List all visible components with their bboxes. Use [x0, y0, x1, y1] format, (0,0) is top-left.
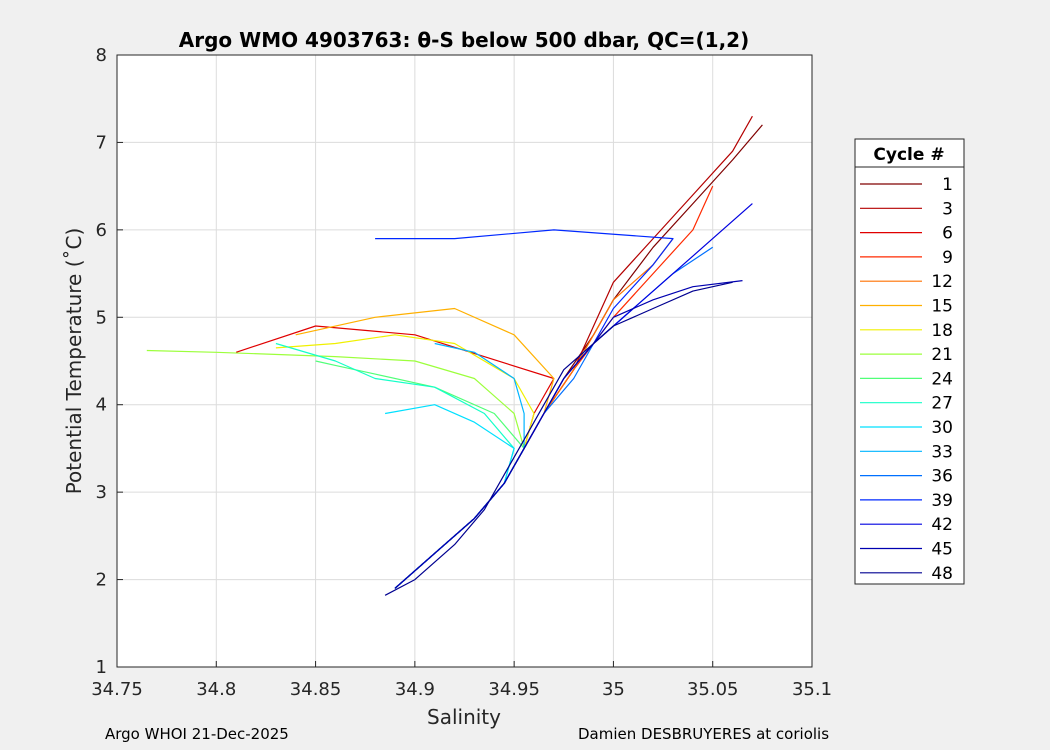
legend-title: Cycle #	[873, 145, 944, 165]
y-tick-label: 2	[96, 570, 107, 591]
grid	[116, 54, 813, 668]
x-tick-label: 35.1	[792, 679, 832, 700]
y-tick-label: 8	[96, 45, 107, 66]
plot-frame	[116, 54, 813, 668]
legend-entry-label: 15	[931, 297, 953, 317]
y-tick-label: 1	[96, 657, 107, 678]
legend-entry-label: 21	[931, 345, 953, 365]
footer-left: Argo WHOI 21-Dec-2025	[105, 725, 289, 743]
legend-entry-label: 18	[931, 321, 953, 341]
footer-right: Damien DESBRUYERES at coriolis	[578, 725, 830, 743]
axis-ticks: 34.75 34.8 34.85 34.9 34.95 35 35.05 35.1 1 2 3 4 5 6…	[91, 45, 832, 700]
legend-entry-label: 9	[942, 248, 953, 268]
y-tick-label: 3	[96, 482, 107, 503]
series-line-cycle-45	[394, 280, 743, 589]
legend-entry-label: 6	[942, 224, 953, 244]
y-tick-label: 7	[96, 132, 107, 153]
x-tick-label: 34.95	[488, 679, 540, 700]
legend-entry-label: 42	[931, 515, 953, 535]
legend-box	[854, 138, 965, 585]
legend-entry-label: 33	[931, 442, 953, 462]
legend-entry-label: 39	[931, 491, 953, 511]
legend-entry-label: 27	[931, 394, 953, 414]
x-axis-label: Salinity	[427, 705, 501, 729]
legend-entry-label: 12	[931, 272, 953, 292]
series-line-cycle-48	[384, 281, 733, 596]
legend-entry-label: 24	[931, 369, 953, 389]
y-tick-label: 5	[96, 307, 107, 328]
x-tick-label: 35.05	[687, 679, 739, 700]
plot-area	[117, 55, 812, 667]
y-tick-label: 4	[96, 395, 107, 416]
y-axis-label: Potential Temperature (˚C)	[62, 228, 86, 495]
series-layer	[146, 115, 763, 596]
x-tick-label: 34.9	[395, 679, 435, 700]
legend-entry-label: 30	[931, 418, 953, 438]
legend-entry-label: 3	[942, 199, 953, 219]
x-tick-label: 34.75	[91, 679, 143, 700]
legend-entry-label: 45	[931, 540, 953, 560]
chart-title: Argo WMO 4903763: θ-S below 500 dbar, QC…	[179, 28, 749, 52]
x-tick-label: 35	[602, 679, 625, 700]
legend-entry-label: 36	[931, 467, 953, 487]
legend-entry-label: 48	[931, 564, 953, 584]
legend-entry-label: 1	[942, 175, 953, 195]
y-tick-label: 6	[96, 220, 107, 241]
x-tick-label: 34.8	[196, 679, 236, 700]
x-tick-label: 34.85	[290, 679, 342, 700]
